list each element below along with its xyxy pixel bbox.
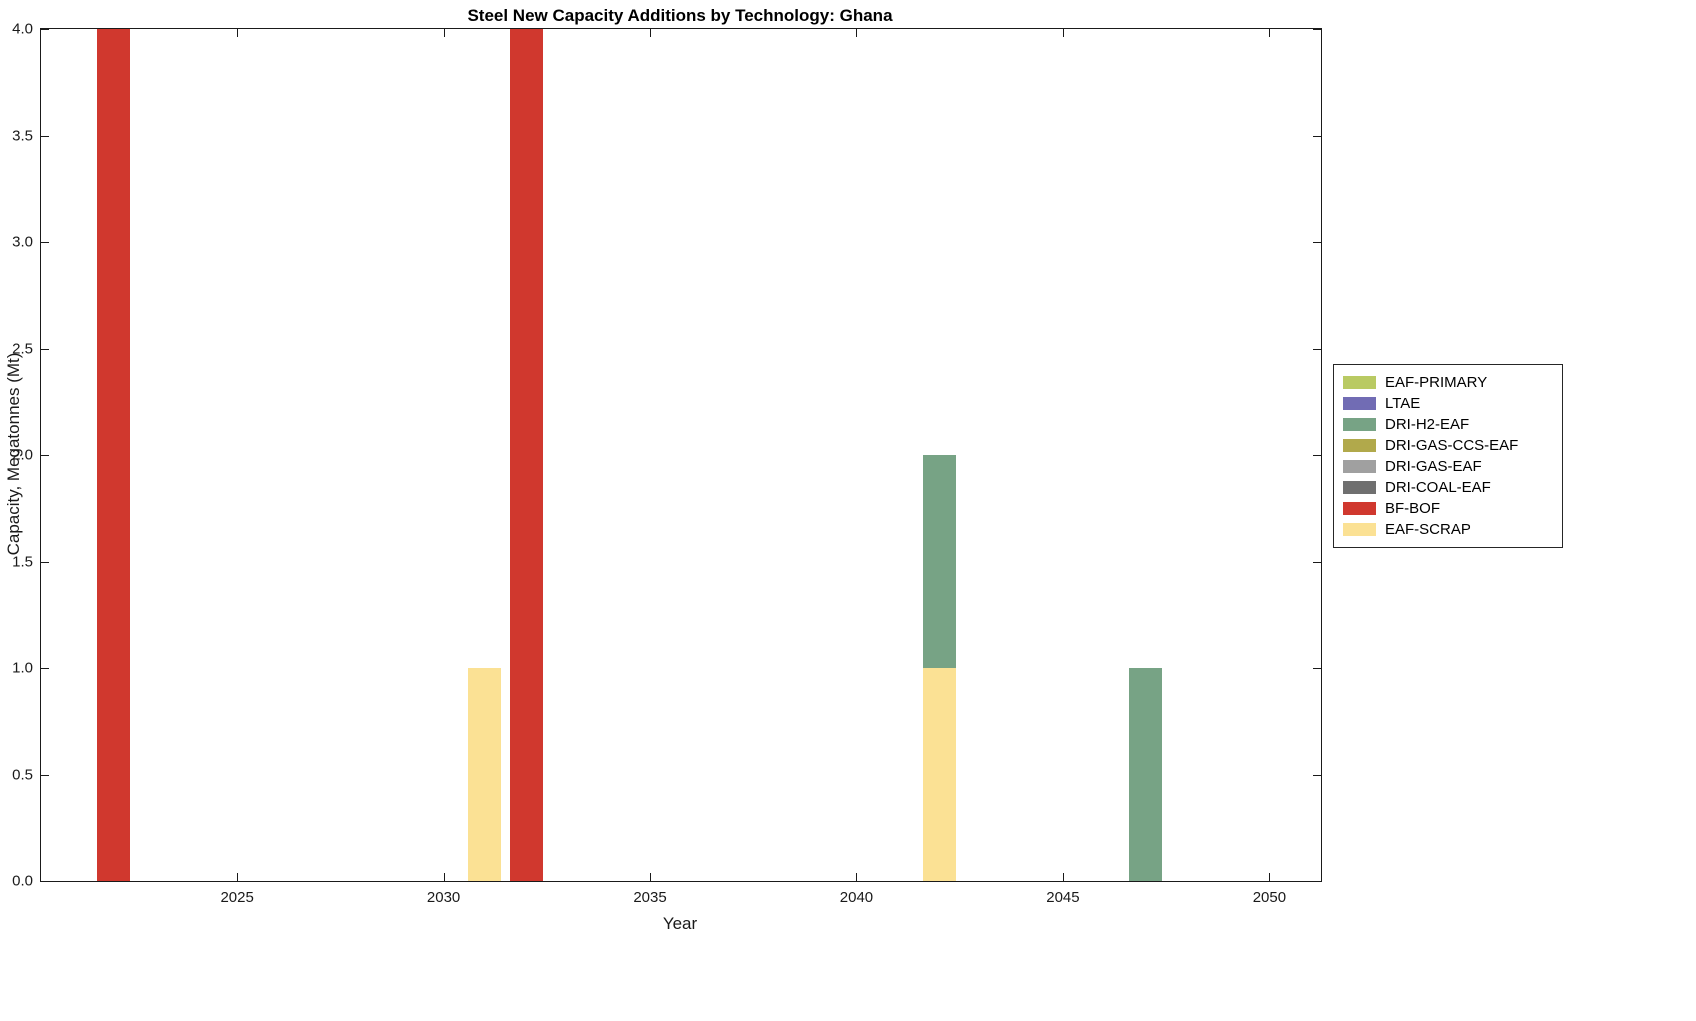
y-tick-label: 0.5 (12, 766, 33, 783)
x-tick (650, 29, 652, 37)
x-tick (1062, 873, 1064, 881)
chart-title: Steel New Capacity Additions by Technolo… (467, 6, 893, 25)
legend-label: LTAE (1385, 395, 1421, 412)
legend-entry: EAF-SCRAP (1343, 519, 1553, 540)
x-tick-label: 2050 (1252, 889, 1287, 906)
y-tick-label: 2.0 (12, 446, 33, 464)
legend-swatch (1343, 481, 1376, 494)
bar-segment-dri-h2-eaf (1129, 668, 1163, 881)
y-tick (1313, 29, 1321, 30)
y-tick (41, 668, 49, 669)
legend-entry: EAF-PRIMARY (1343, 372, 1553, 393)
y-tick (41, 561, 49, 563)
x-tick (1269, 29, 1271, 37)
y-tick (41, 774, 49, 776)
bar-segment-bf-bof (509, 29, 543, 881)
legend-swatch (1343, 397, 1376, 410)
legend-label: BF-BOF (1385, 500, 1440, 517)
x-tick-label: 2025 (220, 889, 254, 906)
x-tick-label: 2030 (426, 889, 461, 906)
x-tick (650, 873, 652, 881)
y-tick (1313, 455, 1321, 456)
x-tick (237, 873, 239, 881)
x-axis-label: Year (662, 914, 698, 933)
legend-entry: DRI-GAS-CCS-EAF (1343, 435, 1553, 456)
legend-entry: BF-BOF (1343, 498, 1553, 519)
y-tick (1313, 774, 1321, 776)
y-tick-label: 1.5 (12, 553, 33, 570)
y-tick-label: 1.0 (12, 659, 33, 677)
x-tick-label: 2035 (633, 889, 667, 906)
y-tick (1313, 135, 1321, 137)
y-tick-label: 2.5 (12, 340, 33, 357)
y-tick (41, 135, 49, 137)
legend-swatch (1343, 439, 1376, 452)
y-tick (1313, 348, 1321, 350)
legend-label: EAF-SCRAP (1385, 521, 1471, 538)
y-tick (41, 242, 49, 243)
y-tick (41, 348, 49, 350)
plot-area: 0.0 0.5 1.0 1.5 2.0 2.5 3.0 3.5 4.0 2025 2030 2035 2… (12, 21, 1322, 906)
legend-swatch (1343, 523, 1376, 536)
legend-label: DRI-GAS-EAF (1385, 458, 1482, 475)
legend-label: DRI-COAL-EAF (1385, 479, 1491, 496)
bar-segment-dri-h2-eaf (922, 455, 956, 668)
legend-swatch (1343, 502, 1376, 515)
legend-entry: DRI-GAS-EAF (1343, 456, 1553, 477)
y-tick (1313, 668, 1321, 669)
y-tick (41, 29, 49, 30)
x-tick-label: 2040 (839, 889, 874, 906)
legend-entry: DRI-H2-EAF (1343, 414, 1553, 435)
legend-swatch (1343, 460, 1376, 473)
x-tick (856, 873, 858, 881)
legend-entry: DRI-COAL-EAF (1343, 477, 1553, 498)
legend-swatch (1343, 376, 1376, 389)
legend-label: DRI-H2-EAF (1385, 416, 1470, 433)
y-tick-label: 3.5 (12, 127, 33, 144)
legend-swatch (1343, 418, 1376, 431)
x-tick (1062, 29, 1064, 37)
bar-segment-bf-bof (96, 29, 130, 881)
y-tick-label: 3.0 (12, 233, 33, 251)
y-tick-label: 4.0 (12, 20, 33, 38)
x-tick (856, 29, 858, 37)
legend-entry: LTAE (1343, 393, 1553, 414)
x-tick (237, 29, 239, 37)
y-tick (1313, 561, 1321, 563)
x-tick-label: 2045 (1046, 889, 1080, 906)
legend: EAF-PRIMARY LTAE DRI-H2-EAF DRI-GAS-CCS-EAF… (1333, 364, 1563, 548)
y-tick (1313, 242, 1321, 243)
bar-segment-eaf-scrap (922, 668, 956, 881)
x-tick (443, 29, 445, 37)
legend-label: EAF-PRIMARY (1385, 374, 1488, 391)
legend-label: DRI-GAS-CCS-EAF (1385, 437, 1519, 454)
bar-segment-eaf-scrap (468, 668, 502, 881)
y-tick-label: 0.0 (12, 872, 33, 890)
y-tick (41, 881, 49, 882)
x-tick (1269, 873, 1271, 881)
x-tick (443, 873, 445, 881)
y-tick (41, 455, 49, 456)
y-tick (1313, 881, 1321, 882)
